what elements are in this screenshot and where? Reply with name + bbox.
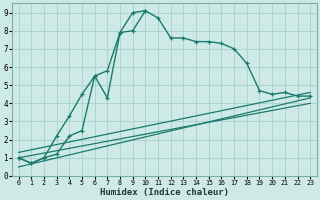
X-axis label: Humidex (Indice chaleur): Humidex (Indice chaleur) <box>100 188 229 197</box>
